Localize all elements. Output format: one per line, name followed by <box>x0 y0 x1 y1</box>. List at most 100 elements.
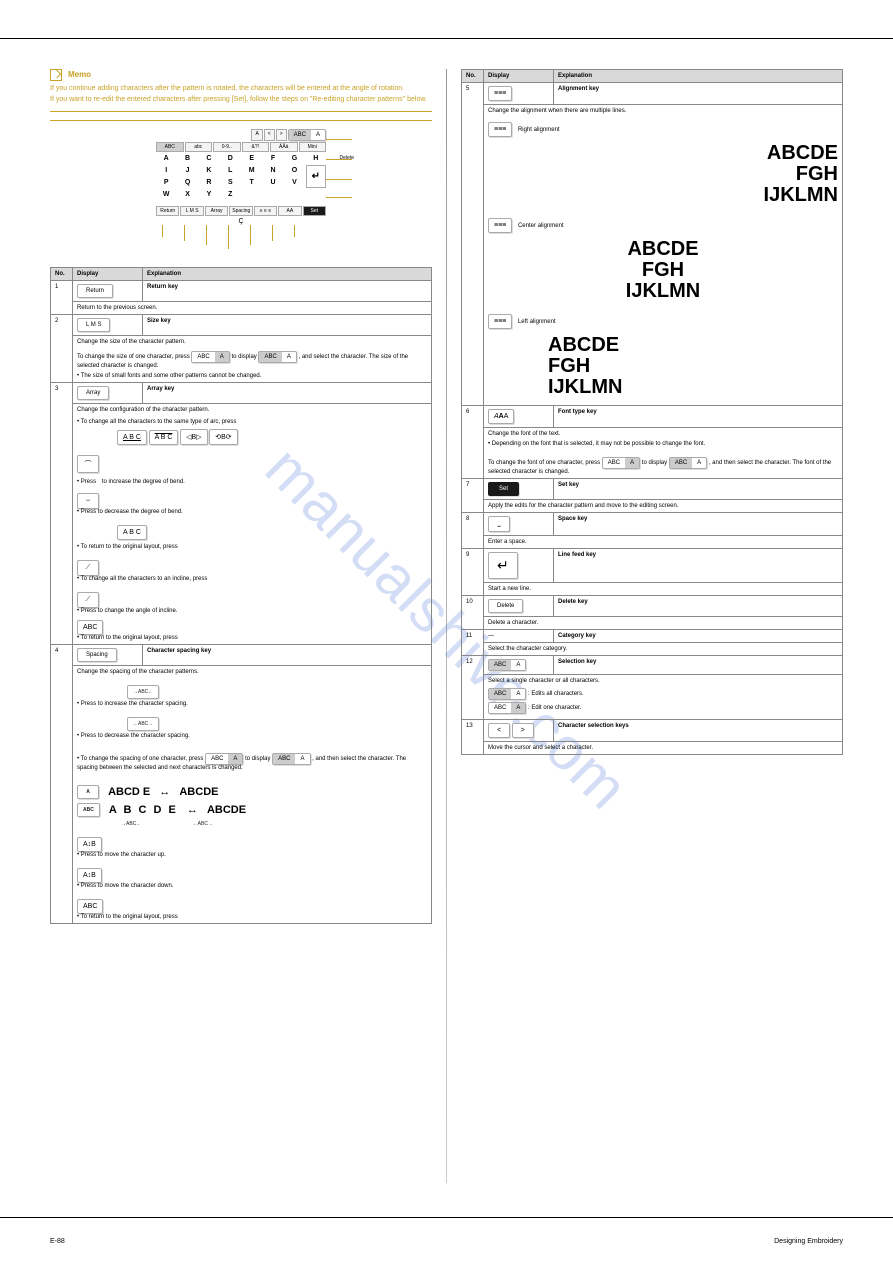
table-row: 3 Array Array key <box>51 383 432 404</box>
row-no: 8 <box>462 513 484 549</box>
row-head: Alignment key <box>558 86 599 92</box>
tab-abc: ABC <box>156 142 184 152</box>
row-body: Change the spacing of the character patt… <box>73 666 432 924</box>
kbd-array: Array <box>205 206 228 216</box>
sample-line: FGH <box>488 260 838 281</box>
arc-icon[interactable]: ◁B▷ <box>180 429 207 445</box>
row-head: Set key <box>558 482 579 488</box>
tab-sym: &?! <box>242 142 270 152</box>
th-no: No. <box>462 70 484 83</box>
delete-button[interactable]: Delete <box>488 599 523 613</box>
right-column: No. Display Explanation 5 ≡≡≡ Alignment … <box>461 69 843 1183</box>
tab-lower: abc <box>185 142 213 152</box>
seg-abc-a[interactable]: ABCA <box>669 457 707 469</box>
bend-less-icon[interactable]: ⌣ <box>77 493 99 509</box>
sample-before: A B C D E <box>109 804 178 816</box>
table-row: 5 ≡≡≡ Alignment key <box>462 83 843 105</box>
seg-abc-a2[interactable]: ABCA <box>258 351 296 363</box>
char-down-icon[interactable]: A↕B <box>77 868 102 883</box>
memo-title: Memo <box>68 70 91 79</box>
reset-incline-icon[interactable]: ABC <box>77 620 103 635</box>
align-center-icon[interactable]: ≡≡≡ <box>488 218 512 233</box>
row-body: Select the character category. <box>484 643 843 656</box>
th-display: Display <box>484 70 554 83</box>
table-row: 1 Return Return key <box>51 281 432 302</box>
table-row: 12 ABCA Selection key <box>462 656 843 675</box>
tab-num: 0-9.. <box>213 142 241 152</box>
selection-seg[interactable]: ABCA <box>488 659 526 671</box>
bend-more-icon[interactable]: ⌒ <box>77 455 99 473</box>
memo-box: Memo If you continue adding characters a… <box>50 69 432 112</box>
tab-accent: ÄÅä <box>270 142 298 152</box>
cursor-right-icon[interactable]: > <box>512 723 534 738</box>
memo-line1: If you continue adding characters after … <box>50 85 432 92</box>
table-row: 2 L M S Size key <box>51 315 432 336</box>
set-button[interactable]: Set <box>488 482 519 496</box>
arrow-label: ←ABC→ <box>193 821 213 827</box>
cursor-left-icon[interactable]: < <box>488 723 510 738</box>
row-no: 11 <box>462 630 484 656</box>
arc-icon[interactable]: A B C <box>149 430 179 445</box>
spacing-button[interactable]: Spacing <box>77 648 117 662</box>
row-no: 4 <box>51 645 73 924</box>
align-icon[interactable]: ≡≡≡ <box>488 86 512 101</box>
space-increase-icon[interactable]: →ABC← <box>127 685 159 699</box>
seg-all[interactable]: ABCA <box>488 688 526 700</box>
seg-abc-a[interactable]: ABCA <box>602 457 640 469</box>
th-expl: Explanation <box>143 268 432 281</box>
sample-line: IJKLMN <box>548 377 838 398</box>
seg-one[interactable]: ABCA <box>488 702 526 714</box>
char-up-icon[interactable]: A↕B <box>77 837 102 852</box>
seg-abc-a[interactable]: ABCA <box>205 753 243 765</box>
space-icon[interactable]: ⎵ <box>488 516 510 532</box>
left-column: Memo If you continue adding characters a… <box>50 69 432 1183</box>
array-button[interactable]: Array <box>77 386 109 400</box>
arc-icon[interactable]: A B C <box>117 430 147 445</box>
row-no: 10 <box>462 596 484 630</box>
sample-before: ABCD E <box>108 786 150 798</box>
align-left-icon[interactable]: ≡≡≡ <box>488 314 512 329</box>
arc-icon[interactable]: ⟲B⟳ <box>209 429 237 445</box>
row-body: Change the alignment when there are mult… <box>484 105 843 406</box>
sample-after: ABCDE <box>179 786 218 798</box>
row-head: Font type key <box>558 409 597 415</box>
row-no: 7 <box>462 479 484 513</box>
props-table-left: No. Display Explanation 1 Return Return … <box>50 267 432 924</box>
row-body: Apply the edits for the character patter… <box>484 500 843 513</box>
seg-abc-a[interactable]: ABCA <box>191 351 229 363</box>
row-head: Size key <box>147 318 171 324</box>
row-no: 13 <box>462 720 484 755</box>
memo-line2: If you want to re-edit the entered chara… <box>50 96 432 103</box>
row-head: Space key <box>558 516 587 522</box>
table-row: 4 Spacing Character spacing key <box>51 645 432 666</box>
table-row: 13 < > Character selection keys <box>462 720 843 742</box>
kbd-letters: ABCDEFGH IJKLMNOP QRSTUVWX YZ ↵ <box>156 153 326 205</box>
tab-mini: Mini <box>299 142 327 152</box>
row-head: Array key <box>147 386 174 392</box>
row-no: 3 <box>51 383 73 645</box>
incline-icon[interactable]: ⟋ <box>77 560 99 576</box>
row-no: 6 <box>462 406 484 479</box>
keyboard-diagram: A < > ABC A ABC abc 0-9.. &?! ÄÅä Mini A… <box>156 129 326 225</box>
memo-icon <box>50 69 62 81</box>
font-icon[interactable]: AAA <box>488 409 514 424</box>
row-head: Delete key <box>558 599 588 605</box>
incline-angle-icon[interactable]: ⟋ <box>77 592 99 608</box>
row-body: Change the font of the text. • Depending… <box>484 428 843 479</box>
space-decrease-icon[interactable]: ←ABC→ <box>127 717 159 731</box>
enter-icon[interactable]: ↵ <box>488 552 518 579</box>
align-right-icon[interactable]: ≡≡≡ <box>488 122 512 137</box>
reset-arc-icon[interactable]: A B C <box>117 525 147 540</box>
delete-label: Delete <box>340 155 354 161</box>
lms-button[interactable]: L M S <box>77 318 110 332</box>
row-no: 9 <box>462 549 484 596</box>
sample-after: ABCDE <box>207 804 246 816</box>
row-body: Change the size of the character pattern… <box>73 336 432 383</box>
seg-abc-a[interactable]: ABCA <box>272 753 310 765</box>
return-button[interactable]: Return <box>77 284 113 298</box>
props-table-right: No. Display Explanation 5 ≡≡≡ Alignment … <box>461 69 843 755</box>
reset-spacing-icon[interactable]: ABC <box>77 899 103 914</box>
table-row: 9 ↵ Line feed key <box>462 549 843 583</box>
row-no: 1 <box>51 281 73 315</box>
row-body: Select a single character or all charact… <box>484 675 843 720</box>
